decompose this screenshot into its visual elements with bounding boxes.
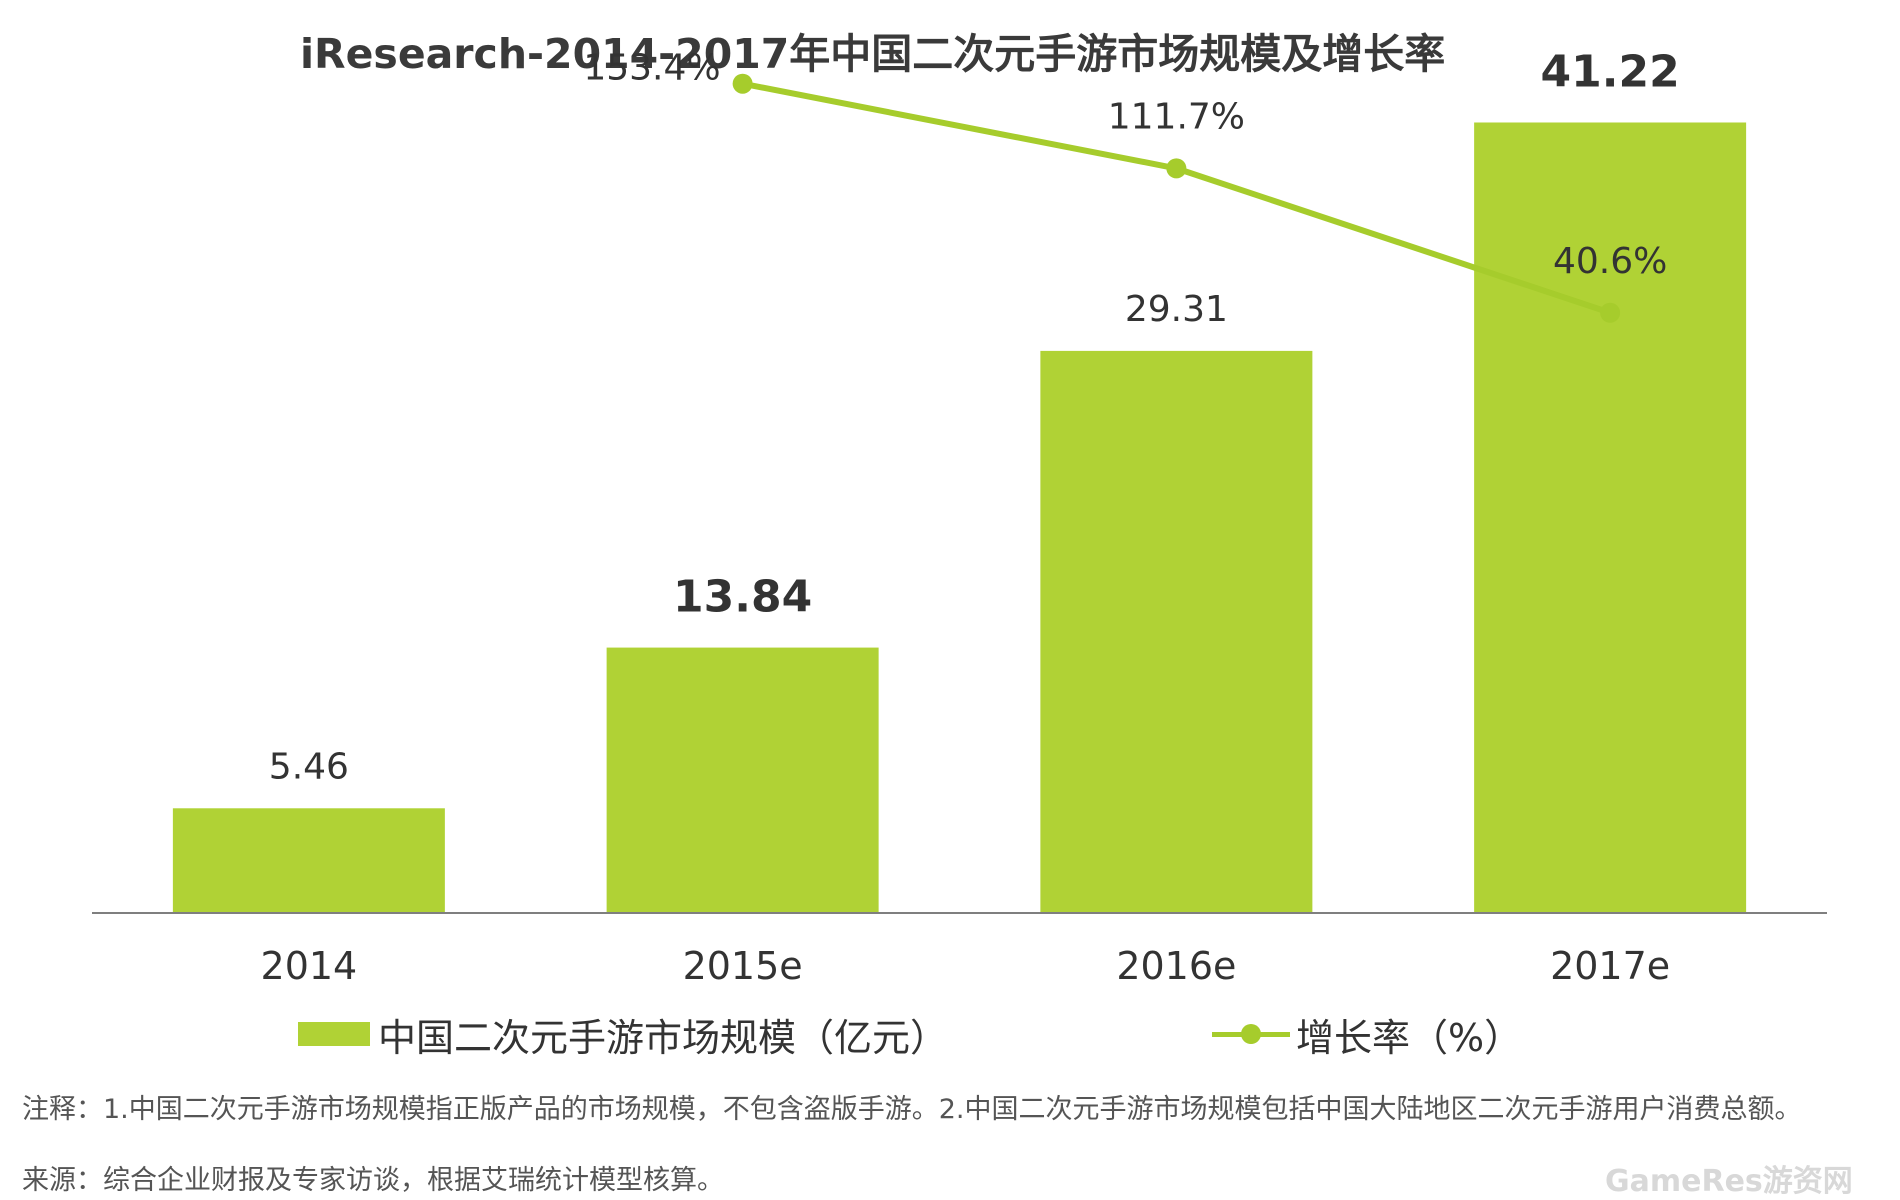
legend-bar-label: 中国二次元手游市场规模（亿元） <box>378 1015 949 1060</box>
bar-value-label-2015e: 13.84 <box>673 572 812 623</box>
legend-line-label: 增长率（%） <box>1296 1015 1523 1060</box>
legend-bar-item: 中国二次元手游市场规模（亿元） <box>298 1006 948 1062</box>
chart-source: 来源：综合企业财报及专家访谈，根据艾瑞统计模型核算。 <box>22 1165 724 1196</box>
x-tick-label-2014: 2014 <box>261 944 358 988</box>
growth-label-2016e: 111.7% <box>1108 96 1245 137</box>
legend-line-item: 增长率（%） <box>1212 1006 1522 1062</box>
growth-point-2016e <box>1166 158 1187 179</box>
growth-label-2015e: 153.4% <box>583 48 720 89</box>
watermark: GameRes游资网 <box>1605 1164 1853 1199</box>
bar-2015e <box>606 647 879 913</box>
bar-value-label-2016e: 29.31 <box>1125 289 1228 330</box>
x-tick-label-2017e: 2017e <box>1550 944 1670 988</box>
bar-2017e <box>1474 122 1747 913</box>
growth-point-2015e <box>732 73 753 94</box>
bar-2014 <box>172 808 445 913</box>
bar-value-label-2014: 5.46 <box>269 746 349 787</box>
growth-point-2017e <box>1600 302 1621 323</box>
bar-value-label-2017e: 41.22 <box>1541 46 1680 97</box>
chart-note: 注释：1.中国二次元手游市场规模指正版产品的市场规模，不包含盗版手游。2.中国二… <box>22 1094 1802 1125</box>
x-tick-label-2016e: 2016e <box>1116 944 1236 988</box>
chart-title: iResearch-2014-2017年中国二次元手游市场规模及增长率 <box>300 30 1446 78</box>
chart-plot: 5.46 13.84 29.31 41.22 2014 2015e 2016e 2017e 15… <box>92 46 1827 988</box>
x-tick-label-2015e: 2015e <box>683 944 803 988</box>
bar-2016e <box>1040 350 1313 914</box>
legend-line-swatch <box>1212 1022 1290 1046</box>
legend-bar-swatch <box>298 1022 370 1046</box>
growth-label-2017e: 40.6% <box>1553 241 1667 282</box>
